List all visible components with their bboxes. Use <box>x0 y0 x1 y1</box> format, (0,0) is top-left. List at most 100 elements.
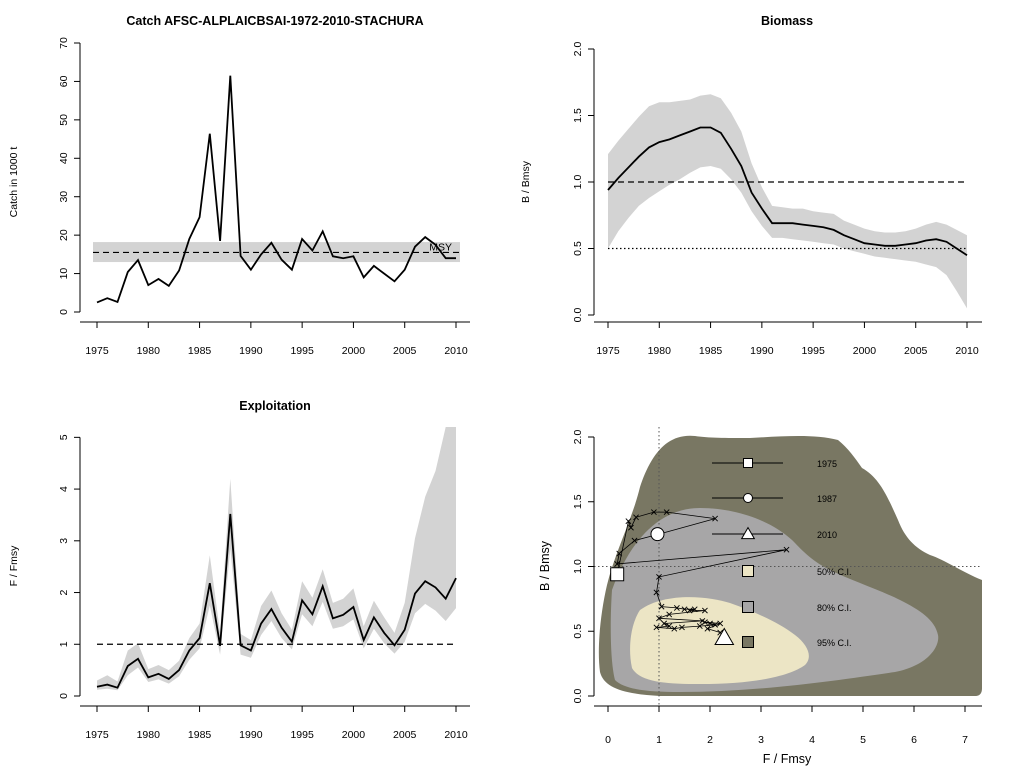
exploitation-panel: Exploitation 0 1 2 3 4 5 1975 1980 1985 1990 1995 2… <box>8 399 470 741</box>
y-tick-label: 0.5 <box>572 241 584 256</box>
y-tick-label: 0.5 <box>572 624 584 639</box>
biomass-title: Biomass <box>761 14 813 28</box>
y-tick-label: 1.5 <box>572 108 584 123</box>
trajectory-point <box>614 560 621 567</box>
x-tick-label: 7 <box>962 734 968 746</box>
trajectory-point <box>656 573 662 580</box>
1987-legend-label: 1987 <box>817 494 837 504</box>
x-tick-label: 1980 <box>137 729 161 741</box>
trajectory-point <box>628 524 634 531</box>
x-tick-label: 2010 <box>444 729 468 741</box>
kobe-panel: 1975 1987 2010 50% C.I. 80% C.I. 95% C.I. 0.0… <box>538 427 982 766</box>
y-tick-label: 1 <box>58 641 70 647</box>
trajectory-point <box>616 550 623 557</box>
x-tick-label: 1975 <box>596 345 620 357</box>
x-tick-label: 1975 <box>85 345 109 357</box>
trajectory-point <box>681 606 688 613</box>
ci-legend-label: 95% C.I. <box>817 638 852 648</box>
y-tick-label: 5 <box>58 434 70 440</box>
y-tick-label: 2 <box>58 589 70 595</box>
x-tick-label: 1995 <box>290 729 314 741</box>
trajectory-point <box>701 619 708 626</box>
catch-axes: 0 10 20 30 40 50 60 70 1975 1980 1985 1990 1995 2000 2… <box>58 37 470 357</box>
trajectory-point <box>686 607 693 614</box>
y-tick-label: 2.0 <box>572 430 584 445</box>
y-tick-label: 1.5 <box>572 494 584 509</box>
exploitation-ci-band <box>97 427 456 691</box>
x-tick-label: 1995 <box>290 345 314 357</box>
biomass-axes: 0.0 0.5 1.0 1.5 2.0 1975 1980 1985 1990 1995 2000 2… <box>572 42 982 357</box>
y-tick-label: 10 <box>58 268 70 280</box>
x-tick-label: 2000 <box>342 345 366 357</box>
1987-legend-marker <box>743 493 753 503</box>
trajectory-point <box>666 611 673 618</box>
x-tick-label: 6 <box>911 734 917 746</box>
trajectory-point <box>653 624 660 631</box>
x-tick-label: 0 <box>605 734 611 746</box>
1975-legend-marker <box>743 458 753 468</box>
2010-legend-marker <box>740 526 756 540</box>
trajectory-point <box>707 620 713 627</box>
trajectory-point <box>653 589 660 596</box>
x-tick-label: 2010 <box>955 345 979 357</box>
trajectory-point <box>712 515 719 522</box>
biomass-series-line <box>607 126 968 256</box>
x-tick-label: 4 <box>809 734 815 746</box>
trajectory-point <box>717 620 724 627</box>
1975-legend-label: 1975 <box>817 459 837 469</box>
1975-marker <box>610 567 625 582</box>
ci-legend-label: 50% C.I. <box>817 567 852 577</box>
catch-series-line <box>96 75 456 304</box>
trajectory-point <box>691 606 698 613</box>
exploitation-axes: 0 1 2 3 4 5 1975 1980 1985 1990 1995 2000 2005 2010 <box>58 434 470 741</box>
y-tick-label: 70 <box>58 37 70 49</box>
y-tick-label: 0 <box>58 309 70 315</box>
y-tick-label: 0.0 <box>572 308 584 323</box>
x-tick-label: 1985 <box>188 345 212 357</box>
trajectory-point <box>783 546 790 553</box>
x-tick-label: 1985 <box>188 729 212 741</box>
trajectory-point <box>666 623 673 629</box>
trajectory-point <box>661 620 668 627</box>
x-tick-label: 5 <box>860 734 866 746</box>
catch-panel: Catch AFSC-ALPLAICBSAI-1972-2010-STACHUR… <box>8 14 470 357</box>
kobe-ylabel: B / Bmsy <box>538 540 552 591</box>
x-tick-label: 1995 <box>801 345 825 357</box>
y-tick-label: 50 <box>58 114 70 126</box>
y-tick-label: 1.0 <box>572 559 584 574</box>
kobe-legend: 1975 1987 2010 50% C.I. 80% C.I. 95% C.I. <box>712 458 852 648</box>
trajectory-point <box>701 607 708 614</box>
catch-line <box>96 75 456 304</box>
trajectory-point <box>658 603 665 610</box>
exploitation-ylabel: F / Fmsy <box>8 545 20 587</box>
x-tick-label: 2005 <box>393 729 417 741</box>
trajectory-point <box>650 509 657 516</box>
kobe-trajectory <box>614 509 790 641</box>
x-tick-label: 2005 <box>904 345 928 357</box>
exploitation-ci-polygon <box>97 427 456 691</box>
x-tick-label: 2010 <box>444 345 468 357</box>
y-tick-label: 0.0 <box>572 689 584 704</box>
biomass-ci-polygon <box>608 94 967 309</box>
trajectory-point <box>663 509 670 516</box>
kobe-axes: 0.0 0.5 1.0 1.5 2.0 0 1 2 3 4 5 6 7 <box>572 430 982 746</box>
x-tick-label: 1985 <box>699 345 723 357</box>
1987-marker <box>650 527 665 542</box>
ci-legend-swatch <box>742 636 754 648</box>
y-tick-label: 20 <box>58 229 70 241</box>
ci-legend-swatch <box>742 565 754 577</box>
kobe-reference-lines <box>594 427 982 706</box>
ci-legend-swatch <box>742 601 754 613</box>
x-tick-label: 2 <box>707 734 713 746</box>
x-tick-label: 2000 <box>853 345 877 357</box>
x-tick-label: 2005 <box>393 345 417 357</box>
trajectory-point <box>712 621 719 628</box>
catch-ylabel: Catch in 1000 t <box>8 147 20 218</box>
biomass-line <box>607 126 968 256</box>
kobe-xlabel: F / Fmsy <box>763 752 812 766</box>
trajectory-point <box>679 624 685 631</box>
x-tick-label: 1990 <box>239 729 263 741</box>
exploitation-title: Exploitation <box>239 399 311 413</box>
x-tick-label: 1980 <box>137 345 161 357</box>
